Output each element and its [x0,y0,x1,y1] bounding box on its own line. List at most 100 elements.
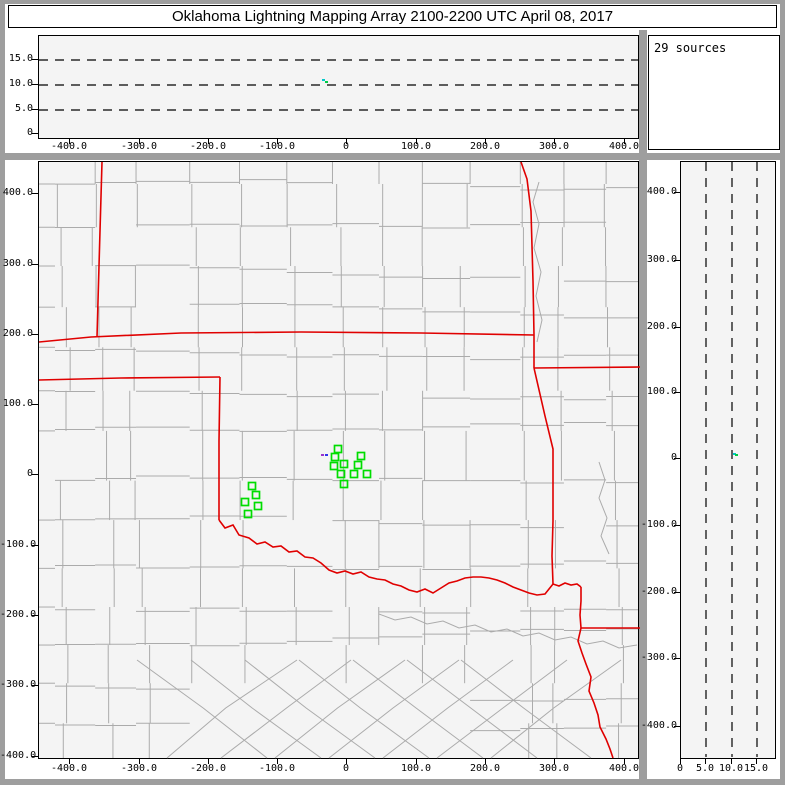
outer-frame-left [0,0,5,785]
top-y-tick-label: 5.0 [14,103,33,114]
tick-mark [32,474,38,475]
right-x-tick-label: 15.0 [743,763,769,774]
tick-mark [756,759,757,764]
right-x-tick-label: 0 [676,763,684,774]
tick-mark [32,334,38,335]
tick-mark [32,615,38,616]
lma-station-marker [339,459,349,469]
tick-mark [32,264,38,265]
tick-mark [32,193,38,194]
tick-mark [674,260,680,261]
page-title: Oklahoma Lightning Mapping Array 2100-22… [171,8,614,25]
top-x-tick-label: 0 [342,141,350,152]
lightning-source-dot [325,454,328,456]
tick-mark [32,59,38,60]
tick-mark [139,759,140,764]
tick-mark [674,327,680,328]
height-ns-panel[interactable] [680,161,776,759]
map-x-tick-label: -300.0 [120,763,158,774]
tick-mark [208,759,209,764]
lma-station-marker [333,444,343,454]
map-x-tick-label: -400.0 [50,763,88,774]
tick-mark [69,139,70,144]
tick-mark [32,756,38,757]
right-y-tick-label: -400.0 [640,720,677,731]
tick-mark [208,139,209,144]
map-y-tick-label: 400.0 [2,187,33,198]
tick-mark [674,658,680,659]
right-y-tick-label: 0 [600,452,677,463]
tick-mark [674,458,680,459]
map-x-tick-label: 100.0 [400,763,432,774]
window-title-bar: Oklahoma Lightning Mapping Array 2100-22… [8,5,777,28]
lma-station-marker [253,501,263,511]
top-x-tick-label: 400.0 [608,141,640,152]
map-y-tick-label: -200.0 [0,609,37,620]
map-x-tick-label: 200.0 [469,763,501,774]
lma-station-marker [329,461,339,471]
tick-mark [680,759,681,764]
lma-station-marker [336,469,346,479]
top-x-tick-label: -200.0 [189,141,227,152]
right-y-tick-label: 200.0 [646,321,677,332]
right-y-tick-label: -300.0 [640,652,677,663]
tick-mark [674,726,680,727]
tick-mark [32,545,38,546]
right-x-tick-label: 5.0 [695,763,715,774]
top-x-tick-label: 200.0 [469,141,501,152]
tick-mark [731,759,732,764]
map-y-tick-label: 0 [26,468,33,479]
lma-station-marker [330,452,340,462]
height-ew-plot [39,59,638,111]
top-y-tick-label: 0 [26,127,33,138]
sources-count-label: 29 sources [654,41,727,55]
tick-mark [674,192,680,193]
tick-mark [277,759,278,764]
right-x-tick-label: 10.0 [718,763,744,774]
top-x-tick-label: 300.0 [538,141,570,152]
lma-station-marker [247,481,257,491]
outer-frame-bottom [0,779,785,785]
right-y-tick-label: -100.0 [640,519,677,530]
top-x-tick-label: -100.0 [258,141,296,152]
plan-view-plot [39,162,640,759]
top-x-tick-label: 100.0 [400,141,432,152]
map-y-tick-label: 200.0 [2,328,33,339]
tick-mark [485,759,486,764]
lightning-source-dot [321,454,324,456]
right-y-tick-label: -200.0 [640,586,677,597]
tick-mark [554,139,555,144]
tick-mark [32,109,38,110]
tick-mark [416,759,417,764]
tick-mark [705,759,706,764]
map-y-tick-label: -300.0 [0,679,37,690]
map-y-tick-label: -100.0 [0,539,37,550]
tick-mark [32,685,38,686]
lma-station-marker [240,497,250,507]
map-x-tick-label: -200.0 [189,763,227,774]
tick-mark [485,139,486,144]
tick-mark [69,759,70,764]
tick-mark [346,139,347,144]
tick-mark [346,759,347,764]
tick-mark [674,592,680,593]
top-y-tick-label: 10.0 [8,78,33,89]
plan-view-panel[interactable] [38,161,640,759]
map-x-tick-label: -100.0 [258,763,296,774]
height-ew-panel[interactable] [38,35,639,139]
top-x-tick-label: -300.0 [120,141,158,152]
tick-mark [277,139,278,144]
gutter-vertical [639,30,647,779]
tick-mark [416,139,417,144]
lma-station-marker [362,469,372,479]
lma-station-marker [349,469,359,479]
lma-station-marker [339,479,349,489]
right-y-tick-label: 100.0 [646,386,677,397]
tick-mark [674,525,680,526]
outer-frame-top [0,0,785,4]
tick-mark [32,133,38,134]
map-x-tick-label: 400.0 [608,763,640,774]
map-y-tick-label: 300.0 [2,258,33,269]
tick-mark [554,759,555,764]
